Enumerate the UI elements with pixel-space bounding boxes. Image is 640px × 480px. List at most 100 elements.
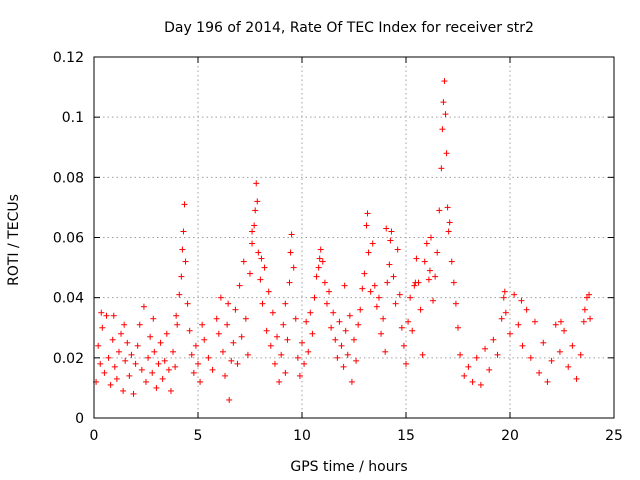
data-point [278, 351, 285, 358]
data-point [115, 348, 122, 355]
data-point [305, 348, 312, 355]
data-point [336, 318, 343, 325]
data-point [299, 339, 305, 346]
data-point [540, 339, 547, 346]
data-point [407, 294, 414, 301]
data-point [357, 306, 364, 313]
data-point [244, 351, 251, 358]
data-point [412, 279, 419, 286]
y-tick-label: 0.12 [53, 50, 84, 66]
data-point [259, 300, 266, 307]
data-point [556, 348, 563, 355]
data-point [205, 354, 212, 361]
data-point [122, 357, 129, 364]
data-point [583, 294, 590, 301]
data-point [267, 342, 274, 349]
data-point [502, 309, 509, 316]
x-tick-label: 5 [194, 428, 203, 444]
data-point [425, 276, 432, 283]
x-tick-label: 0 [90, 428, 99, 444]
data-point [482, 345, 489, 352]
y-tick-label: 0.02 [53, 351, 84, 367]
data-point [309, 330, 316, 337]
data-point [501, 288, 508, 295]
y-tick-label: 0 [75, 411, 84, 427]
data-point [455, 324, 461, 331]
data-point [172, 363, 179, 370]
data-point [132, 360, 139, 367]
data-point [236, 282, 243, 289]
data-point [439, 126, 446, 133]
data-point [361, 270, 368, 277]
data-point [242, 315, 249, 322]
data-point [419, 351, 426, 358]
data-point [128, 351, 135, 358]
y-tick-label: 0.06 [53, 231, 84, 247]
y-tick-label: 0.1 [62, 110, 84, 126]
data-point [230, 339, 237, 346]
data-point [138, 366, 145, 373]
data-point [276, 378, 283, 385]
data-point [441, 78, 448, 85]
data-point [315, 264, 322, 271]
data-point [448, 258, 455, 265]
data-point [149, 369, 156, 376]
data-point [294, 354, 301, 361]
data-point [353, 357, 360, 364]
data-point [390, 273, 397, 280]
data-point [184, 300, 191, 307]
data-point [440, 99, 447, 106]
data-point [173, 312, 180, 319]
data-point [519, 342, 526, 349]
data-point [392, 300, 399, 307]
data-point [411, 282, 418, 289]
data-point [351, 336, 357, 343]
data-point [344, 351, 351, 358]
data-point [182, 258, 189, 265]
data-point [446, 219, 453, 226]
data-point [265, 288, 272, 295]
data-point [330, 309, 337, 316]
data-point [249, 240, 256, 247]
y-axis-label: ROTI / TECUs [6, 194, 22, 286]
data-point [151, 348, 158, 355]
data-point [386, 261, 393, 268]
data-points [93, 78, 594, 403]
x-tick-label: 20 [501, 428, 519, 444]
data-point [500, 294, 507, 301]
data-point [434, 249, 441, 256]
data-point [165, 366, 172, 373]
data-point [461, 372, 468, 379]
data-point [287, 249, 294, 256]
data-point [548, 357, 555, 364]
data-point [396, 291, 403, 298]
data-point [157, 339, 164, 346]
data-point [586, 291, 593, 298]
data-point [195, 360, 201, 367]
data-point [544, 378, 551, 385]
data-point [282, 300, 289, 307]
data-point [134, 342, 141, 349]
y-tick-labels: 0 0.02 0.04 0.06 0.08 0.1 0.12 [53, 50, 84, 427]
data-point [180, 228, 187, 235]
data-point [577, 351, 584, 358]
data-point [257, 276, 264, 283]
x-tick-labels: 0 5 10 15 20 25 [90, 428, 623, 444]
data-point [190, 369, 197, 376]
data-point [328, 324, 335, 331]
data-point [99, 324, 106, 331]
data-point [445, 228, 452, 235]
data-point [282, 369, 289, 376]
data-point [486, 366, 493, 373]
data-point [457, 351, 464, 358]
data-point [95, 342, 102, 349]
data-point [176, 291, 183, 298]
data-point [334, 354, 341, 361]
data-point [311, 294, 318, 301]
data-point [197, 378, 204, 385]
data-point [319, 258, 326, 265]
data-point [178, 273, 185, 280]
data-point [252, 207, 259, 214]
data-point [317, 246, 324, 253]
data-point [557, 318, 564, 325]
